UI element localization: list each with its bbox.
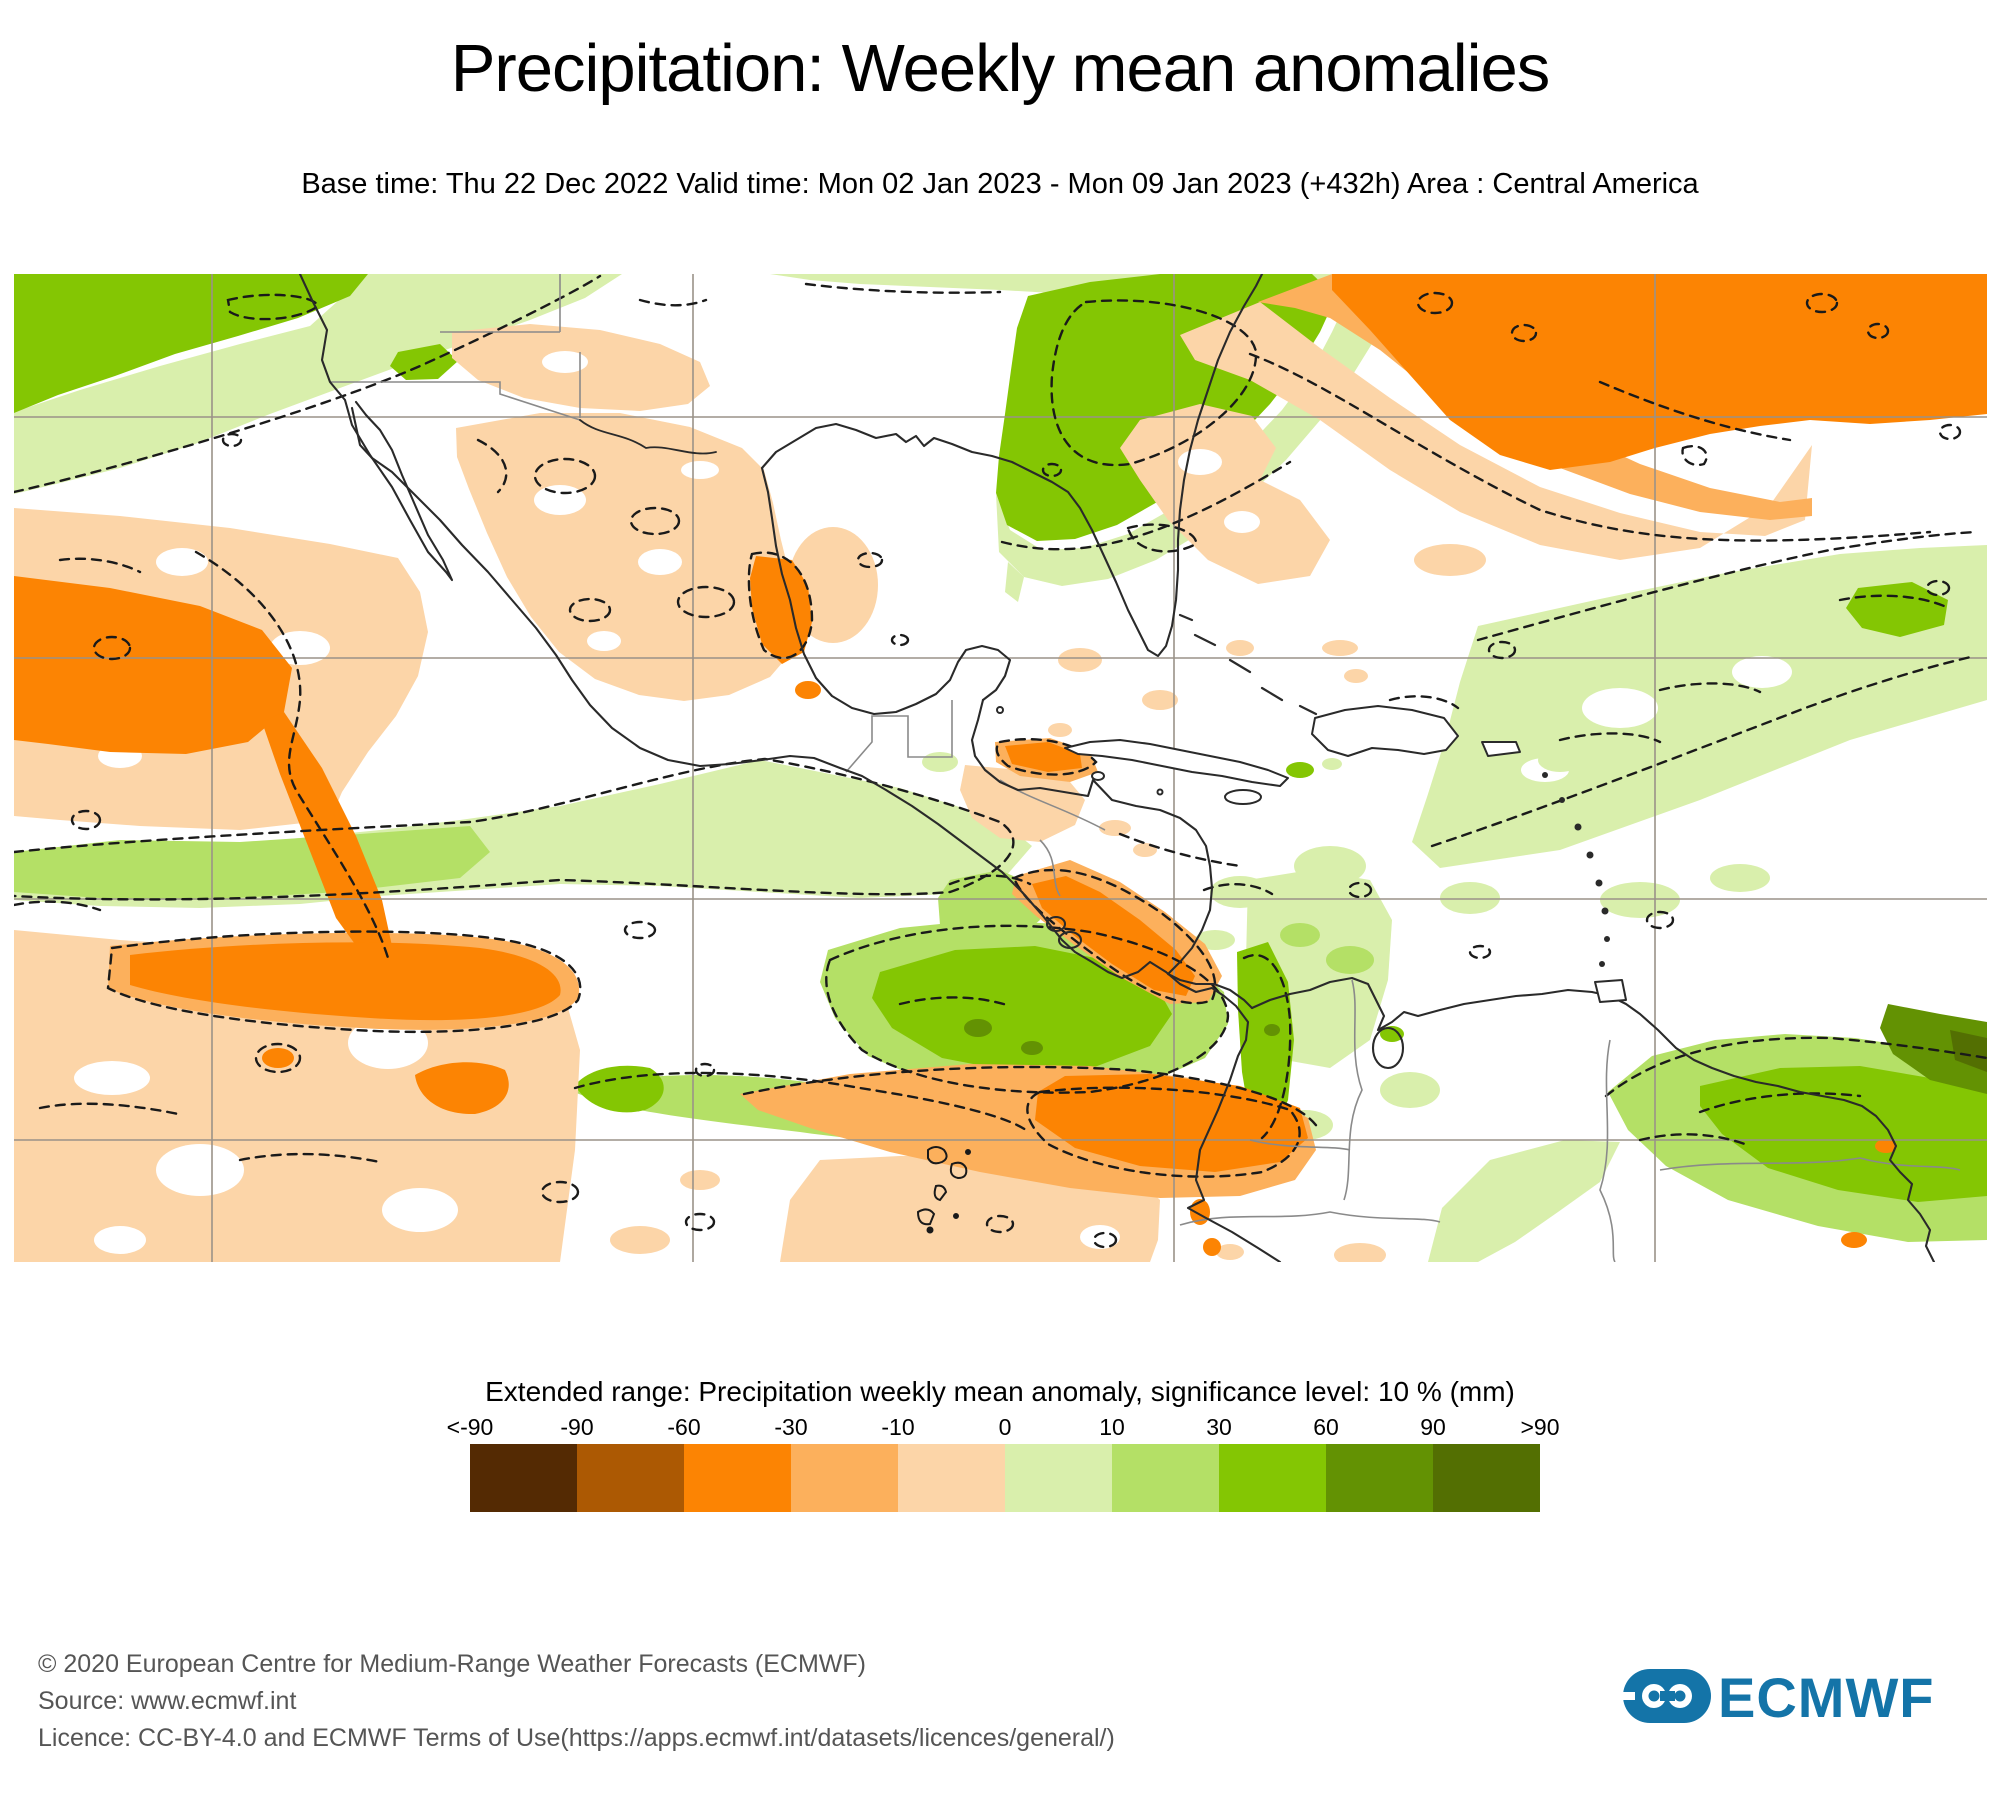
legend-color-box bbox=[898, 1444, 1005, 1512]
hispaniola bbox=[1311, 705, 1459, 757]
graticule-gridlines bbox=[14, 274, 1987, 1262]
legend-tick-label: 60 bbox=[1313, 1414, 1339, 1440]
coastlines bbox=[298, 274, 1936, 1262]
footer-attribution: © 2020 European Centre for Medium-Range … bbox=[38, 1646, 1115, 1757]
anomaly-region-dark-olive bbox=[1950, 1030, 1987, 1072]
footer-licence: Licence: CC-BY-4.0 and ECMWF Terms of Us… bbox=[38, 1724, 1115, 1752]
legend-tick-label: 90 bbox=[1420, 1414, 1446, 1440]
bahamas-islands bbox=[1178, 613, 1318, 716]
isla-juventud bbox=[1091, 771, 1105, 781]
ecmwf-logo-text: ECMWF bbox=[1718, 1666, 1935, 1729]
legend-color-box bbox=[1219, 1444, 1326, 1512]
footer-source: Source: www.ecmwf.int bbox=[38, 1687, 297, 1715]
trinidad bbox=[1594, 979, 1627, 1003]
legend-tick-label: >90 bbox=[1520, 1414, 1560, 1440]
legend-color-box bbox=[1005, 1444, 1112, 1512]
legend-color-box bbox=[1326, 1444, 1433, 1512]
legend-tick-label: 10 bbox=[1099, 1414, 1125, 1440]
cuba bbox=[1064, 739, 1289, 787]
legend-tick-label: 30 bbox=[1206, 1414, 1232, 1440]
legend-color-box bbox=[1433, 1444, 1540, 1512]
ecmwf-logo-mark bbox=[1620, 1669, 1711, 1723]
jamaica bbox=[1224, 789, 1262, 805]
puerto-rico bbox=[1481, 741, 1521, 757]
legend-tick-label: 0 bbox=[998, 1414, 1012, 1440]
footer-copyright: © 2020 European Centre for Medium-Range … bbox=[38, 1650, 867, 1678]
legend-tick-labels: <-90 -90 -60 -30 -10 0 10 30 60 90 >90 bbox=[447, 1414, 1560, 1442]
significance-contours bbox=[14, 274, 1987, 1249]
legend-color-box bbox=[684, 1444, 791, 1512]
legend-tick-label: -30 bbox=[774, 1414, 808, 1440]
ecmwf-logo: ECMWF bbox=[1618, 1656, 1970, 1740]
galapagos-islands bbox=[916, 1146, 971, 1234]
page-subtitle: Base time: Thu 22 Dec 2022 Valid time: M… bbox=[301, 168, 1699, 200]
legend-tick-label: -60 bbox=[667, 1414, 701, 1440]
map-canvas bbox=[14, 274, 1987, 1262]
legend-colorbar bbox=[470, 1444, 1540, 1512]
legend-color-box bbox=[1112, 1444, 1219, 1512]
islands bbox=[996, 705, 1627, 1003]
legend-tick-label: -10 bbox=[881, 1414, 915, 1440]
legend-color-box bbox=[791, 1444, 898, 1512]
anomaly-map bbox=[14, 274, 1987, 1262]
cayman bbox=[1156, 788, 1164, 796]
legend-title: Extended range: Precipitation weekly mea… bbox=[485, 1376, 1515, 1407]
page-title: Precipitation: Weekly mean anomalies bbox=[450, 31, 1551, 106]
cozumel bbox=[996, 706, 1004, 714]
legend-tick-label: -90 bbox=[560, 1414, 594, 1440]
legend-tick-label: <-90 bbox=[446, 1414, 494, 1440]
lesser-antilles-islands bbox=[1542, 772, 1610, 967]
legend-color-box bbox=[577, 1444, 684, 1512]
legend-color-box bbox=[470, 1444, 577, 1512]
